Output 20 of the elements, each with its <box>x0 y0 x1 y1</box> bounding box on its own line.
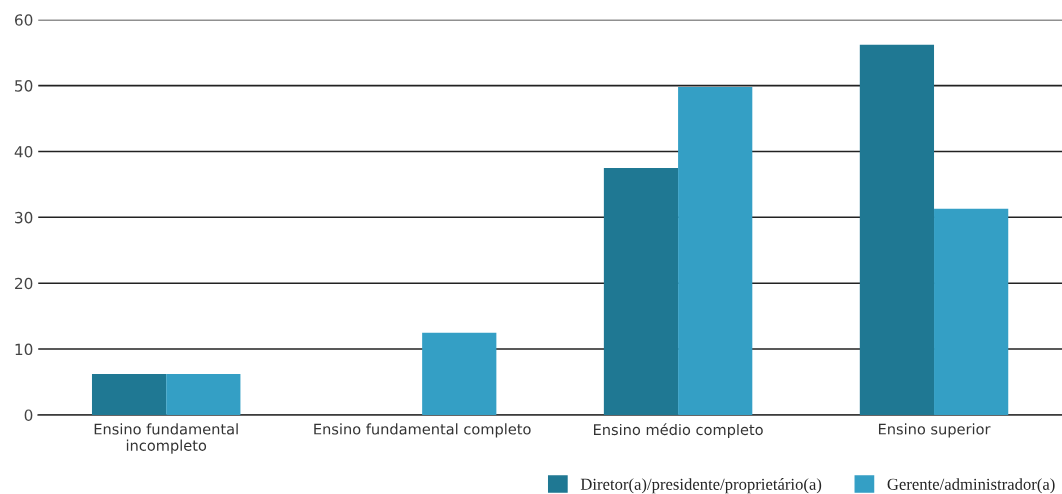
bar <box>859 44 935 415</box>
bar <box>603 167 679 415</box>
bar <box>934 208 1009 415</box>
bar <box>422 332 497 415</box>
x-tick-label: Ensino fundamental incompleto <box>94 423 238 454</box>
x-tick-label: Ensino fundamental completo <box>314 423 531 438</box>
legend-label: Diretor(a)/presidente/proprietário(a) <box>580 478 822 494</box>
y-tick-label: 60 <box>15 14 33 26</box>
bar <box>166 374 241 415</box>
x-tick-label: Ensino superior <box>878 423 991 438</box>
y-tick-label: 50 <box>15 80 33 92</box>
legend-label: Gerente/administrador(a) <box>887 478 1055 494</box>
bar <box>678 86 753 415</box>
y-tick-label: 30 <box>15 211 33 224</box>
y-tick-label: 20 <box>15 277 33 290</box>
y-tick-label: 10 <box>15 343 33 356</box>
bar <box>91 374 167 415</box>
y-tick-label: 40 <box>14 145 33 158</box>
x-tick-label: Ensino médio completo <box>594 423 763 438</box>
y-tick-label: 0 <box>24 409 33 421</box>
